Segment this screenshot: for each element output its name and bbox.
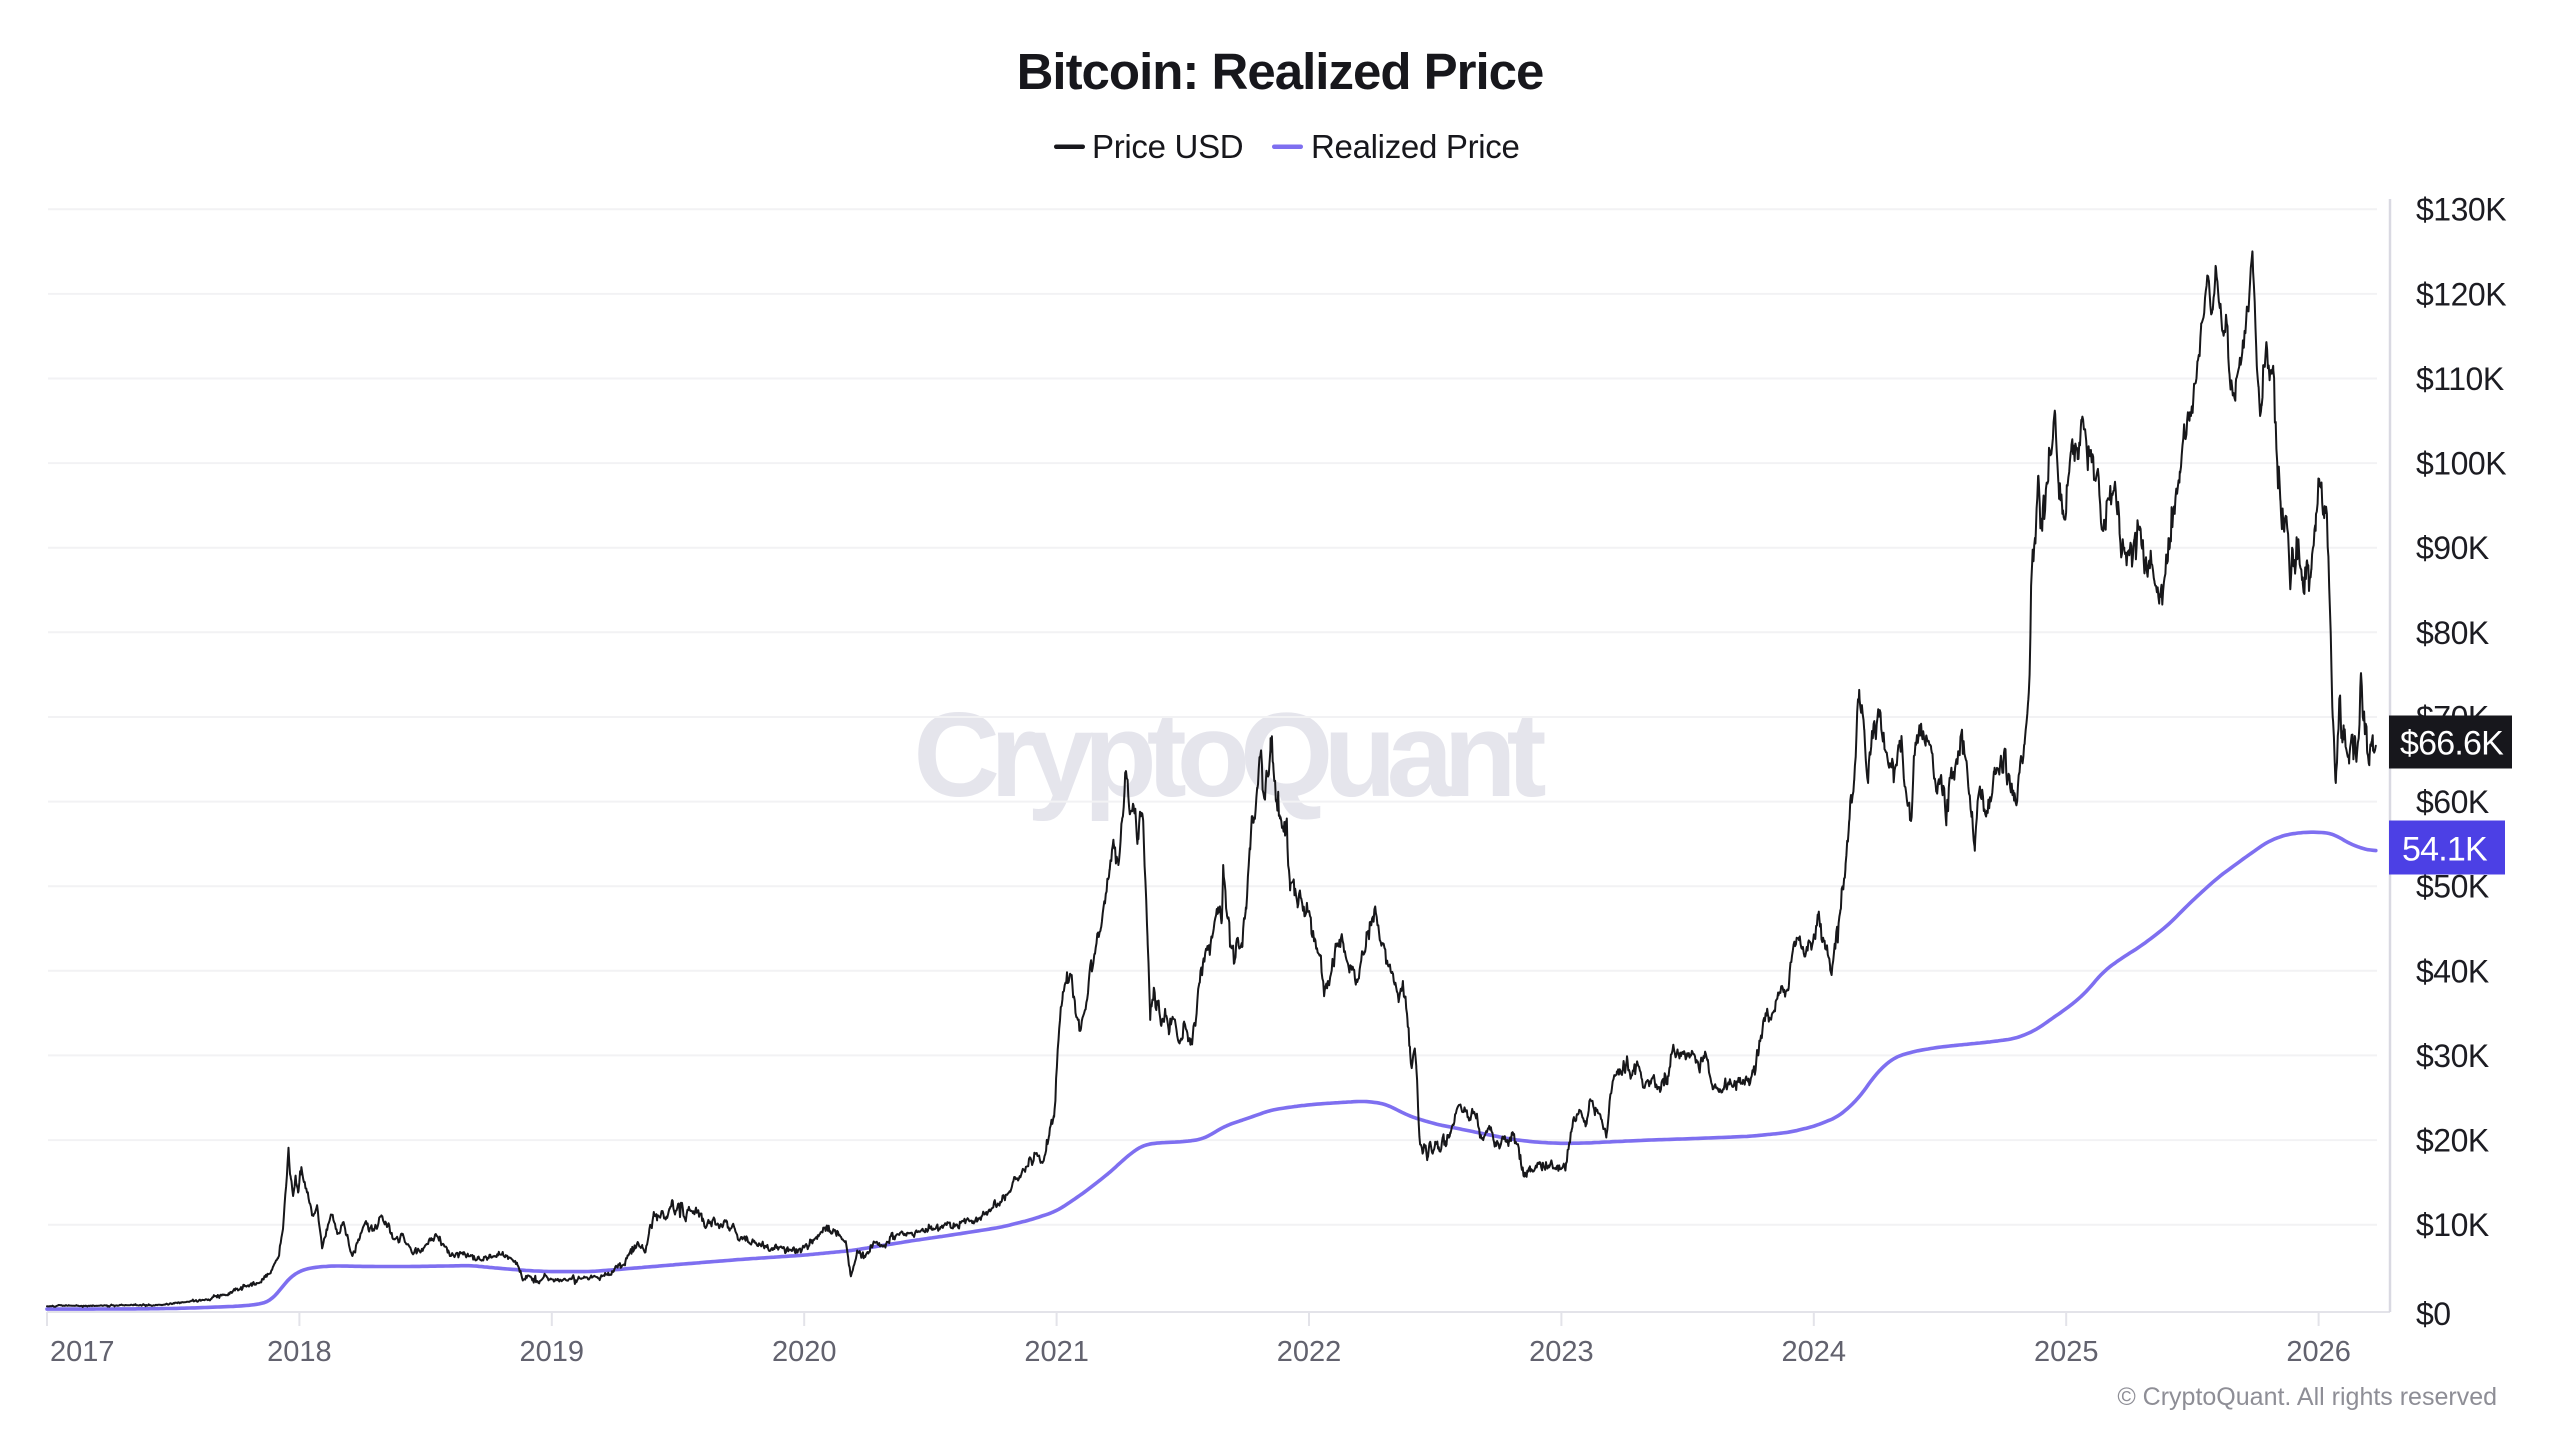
svg-text:CryptoQuant: CryptoQuant: [913, 688, 1545, 822]
svg-text:$66.6K: $66.6K: [2400, 725, 2504, 763]
svg-text:$30K: $30K: [2416, 1038, 2489, 1074]
svg-text:2022: 2022: [1277, 1336, 1342, 1368]
svg-text:© CryptoQuant. All rights rese: © CryptoQuant. All rights reserved: [2117, 1383, 2497, 1411]
svg-text:2025: 2025: [2034, 1336, 2099, 1368]
svg-text:Bitcoin: Realized Price: Bitcoin: Realized Price: [1017, 43, 1544, 100]
svg-text:2020: 2020: [772, 1336, 837, 1368]
svg-text:$10K: $10K: [2416, 1207, 2489, 1243]
svg-text:$0: $0: [2416, 1296, 2451, 1332]
svg-text:$110K: $110K: [2416, 361, 2504, 397]
svg-text:$50K: $50K: [2416, 869, 2489, 905]
svg-text:$60K: $60K: [2416, 784, 2489, 820]
svg-text:$20K: $20K: [2416, 1123, 2489, 1159]
svg-text:$100K: $100K: [2416, 446, 2506, 482]
svg-text:2018: 2018: [267, 1336, 332, 1368]
svg-text:$90K: $90K: [2416, 530, 2489, 566]
svg-text:2023: 2023: [1529, 1336, 1594, 1368]
svg-text:$40K: $40K: [2416, 953, 2489, 989]
svg-text:2026: 2026: [2286, 1336, 2351, 1368]
svg-text:Realized Price: Realized Price: [1311, 128, 1520, 165]
svg-text:$130K: $130K: [2416, 192, 2506, 228]
svg-text:2021: 2021: [1024, 1336, 1089, 1368]
svg-text:$80K: $80K: [2416, 615, 2489, 651]
svg-text:2019: 2019: [520, 1336, 585, 1368]
svg-text:2017: 2017: [50, 1336, 115, 1368]
svg-text:54.1K: 54.1K: [2402, 831, 2488, 869]
svg-text:$120K: $120K: [2416, 276, 2506, 312]
svg-text:Price USD: Price USD: [1092, 128, 1243, 165]
svg-text:2024: 2024: [1782, 1336, 1847, 1368]
